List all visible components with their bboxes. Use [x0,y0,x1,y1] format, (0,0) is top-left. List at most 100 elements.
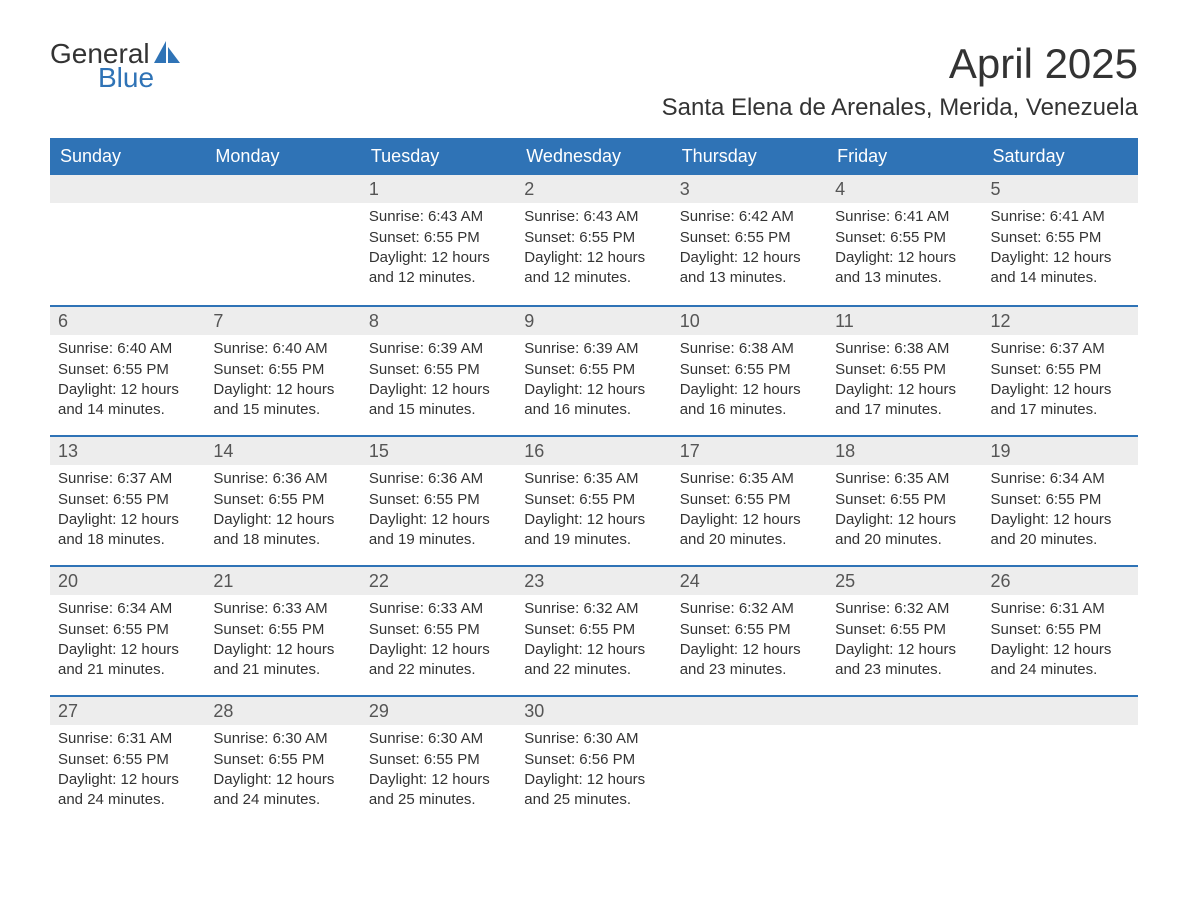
day-number: 13 [50,437,205,465]
weeks-container: 1Sunrise: 6:43 AMSunset: 6:55 PMDaylight… [50,175,1138,825]
day-cell: 18 Sunrise: 6:35 AMSunset: 6:55 PMDayligh… [827,437,982,565]
sunset-line: Sunset: 6:55 PM [524,490,663,510]
sunrise-line: Sunrise: 6:41 AM [991,207,1130,227]
day-cell: 26 Sunrise: 6:31 AMSunset: 6:55 PMDayligh… [983,567,1138,695]
day-cell: 15Sunrise: 6:36 AMSunset: 6:55 PMDayligh… [361,437,516,565]
month-title: April 2025 [662,40,1138,88]
daylight-line: Daylight: 12 hours and 20 minutes. [835,510,974,551]
day-cell: 16Sunrise: 6:35 AMSunset: 6:55 PMDayligh… [516,437,671,565]
sunset-line: Sunset: 6:55 PM [524,228,663,248]
day-cell: 9Sunrise: 6:39 AMSunset: 6:55 PMDaylight… [516,307,671,435]
weekday-header: Tuesday [361,138,516,175]
day-number: 22 [361,567,516,595]
day-cell: 29 Sunrise: 6:30 AMSunset: 6:55 PMDayligh… [361,697,516,825]
sunrise-line: Sunrise: 6:35 AM [524,469,663,489]
sunrise-line: Sunrise: 6:39 AM [524,339,663,359]
sunset-line: Sunset: 6:55 PM [369,620,508,640]
weekday-header: Monday [205,138,360,175]
day-number: 29 [361,697,516,725]
day-number: 21 [205,567,360,595]
day-cell: 22Sunrise: 6:33 AMSunset: 6:55 PMDayligh… [361,567,516,695]
day-body: Sunrise: 6:40 AMSunset: 6:55 PMDaylight:… [205,339,360,420]
day-number: 20 [50,567,205,595]
sunrise-line: Sunrise: 6:35 AM [835,469,974,489]
day-body: Sunrise: 6:42 AMSunset: 6:55 PMDaylight:… [672,207,827,288]
day-number: 2 [516,175,671,203]
day-cell: 30Sunrise: 6:30 AMSunset: 6:56 PMDayligh… [516,697,671,825]
sunrise-line: Sunrise: 6:31 AM [991,599,1130,619]
day-cell: 6Sunrise: 6:40 AMSunset: 6:55 PMDaylight… [50,307,205,435]
sunrise-line: Sunrise: 6:35 AM [680,469,819,489]
day-number: 24 [672,567,827,595]
title-block: April 2025 Santa Elena de Arenales, Meri… [662,40,1138,134]
daylight-line: Daylight: 12 hours and 22 minutes. [369,640,508,681]
logo-word-blue: Blue [98,64,182,92]
daylight-line: Daylight: 12 hours and 18 minutes. [58,510,197,551]
sunrise-line: Sunrise: 6:38 AM [680,339,819,359]
sunrise-line: Sunrise: 6:39 AM [369,339,508,359]
day-body: Sunrise: 6:30 AMSunset: 6:55 PMDaylight:… [361,729,516,810]
sunset-line: Sunset: 6:55 PM [835,620,974,640]
weekday-header-row: SundayMondayTuesdayWednesdayThursdayFrid… [50,138,1138,175]
week-row: 1Sunrise: 6:43 AMSunset: 6:55 PMDaylight… [50,175,1138,305]
daylight-line: Daylight: 12 hours and 24 minutes. [991,640,1130,681]
sunset-line: Sunset: 6:55 PM [991,620,1130,640]
daylight-line: Daylight: 12 hours and 24 minutes. [213,770,352,811]
day-body: Sunrise: 6:35 AMSunset: 6:55 PMDaylight:… [672,469,827,550]
day-cell: 8 Sunrise: 6:39 AMSunset: 6:55 PMDaylight… [361,307,516,435]
sunset-line: Sunset: 6:55 PM [369,228,508,248]
sunset-line: Sunset: 6:55 PM [213,490,352,510]
daylight-line: Daylight: 12 hours and 17 minutes. [991,380,1130,421]
daylight-line: Daylight: 12 hours and 12 minutes. [369,248,508,289]
day-body: Sunrise: 6:32 AMSunset: 6:55 PMDaylight:… [827,599,982,680]
day-number: 9 [516,307,671,335]
day-number: 18 [827,437,982,465]
sunset-line: Sunset: 6:55 PM [524,360,663,380]
day-body: Sunrise: 6:32 AMSunset: 6:55 PMDaylight:… [516,599,671,680]
day-body: Sunrise: 6:35 AMSunset: 6:55 PMDaylight:… [827,469,982,550]
daylight-line: Daylight: 12 hours and 21 minutes. [58,640,197,681]
sunset-line: Sunset: 6:55 PM [991,228,1130,248]
daylight-line: Daylight: 12 hours and 20 minutes. [991,510,1130,551]
sunset-line: Sunset: 6:55 PM [58,360,197,380]
topbar: General Blue April 2025 Santa Elena de A… [50,40,1138,134]
day-body: Sunrise: 6:34 AMSunset: 6:55 PMDaylight:… [983,469,1138,550]
sunset-line: Sunset: 6:55 PM [524,620,663,640]
day-cell: 1Sunrise: 6:43 AMSunset: 6:55 PMDaylight… [361,175,516,305]
day-body: Sunrise: 6:43 AMSunset: 6:55 PMDaylight:… [516,207,671,288]
sunrise-line: Sunrise: 6:32 AM [680,599,819,619]
sunrise-line: Sunrise: 6:30 AM [524,729,663,749]
sunrise-line: Sunrise: 6:31 AM [58,729,197,749]
day-cell: 20Sunrise: 6:34 AMSunset: 6:55 PMDayligh… [50,567,205,695]
sunset-line: Sunset: 6:55 PM [58,490,197,510]
calendar: SundayMondayTuesdayWednesdayThursdayFrid… [50,138,1138,825]
sunrise-line: Sunrise: 6:33 AM [213,599,352,619]
sunset-line: Sunset: 6:55 PM [835,228,974,248]
day-body: Sunrise: 6:41 AMSunset: 6:55 PMDaylight:… [983,207,1138,288]
day-cell: 24Sunrise: 6:32 AMSunset: 6:55 PMDayligh… [672,567,827,695]
day-cell: 7Sunrise: 6:40 AMSunset: 6:55 PMDaylight… [205,307,360,435]
day-cell: 21Sunrise: 6:33 AMSunset: 6:55 PMDayligh… [205,567,360,695]
daylight-line: Daylight: 12 hours and 14 minutes. [991,248,1130,289]
day-number: 4 [827,175,982,203]
daylight-line: Daylight: 12 hours and 20 minutes. [680,510,819,551]
daylight-line: Daylight: 12 hours and 15 minutes. [369,380,508,421]
weekday-header: Thursday [672,138,827,175]
daylight-line: Daylight: 12 hours and 19 minutes. [524,510,663,551]
day-number [672,697,827,725]
sunrise-line: Sunrise: 6:42 AM [680,207,819,227]
day-number: 26 [983,567,1138,595]
day-cell: 19Sunrise: 6:34 AMSunset: 6:55 PMDayligh… [983,437,1138,565]
day-cell: 4Sunrise: 6:41 AMSunset: 6:55 PMDaylight… [827,175,982,305]
sunset-line: Sunset: 6:55 PM [369,360,508,380]
day-number [983,697,1138,725]
sunrise-line: Sunrise: 6:38 AM [835,339,974,359]
daylight-line: Daylight: 12 hours and 24 minutes. [58,770,197,811]
sunrise-line: Sunrise: 6:40 AM [213,339,352,359]
day-body: Sunrise: 6:36 AMSunset: 6:55 PMDaylight:… [361,469,516,550]
day-number: 8 [361,307,516,335]
sunrise-line: Sunrise: 6:41 AM [835,207,974,227]
sunset-line: Sunset: 6:55 PM [213,620,352,640]
day-cell: 3Sunrise: 6:42 AMSunset: 6:55 PMDaylight… [672,175,827,305]
daylight-line: Daylight: 12 hours and 25 minutes. [524,770,663,811]
